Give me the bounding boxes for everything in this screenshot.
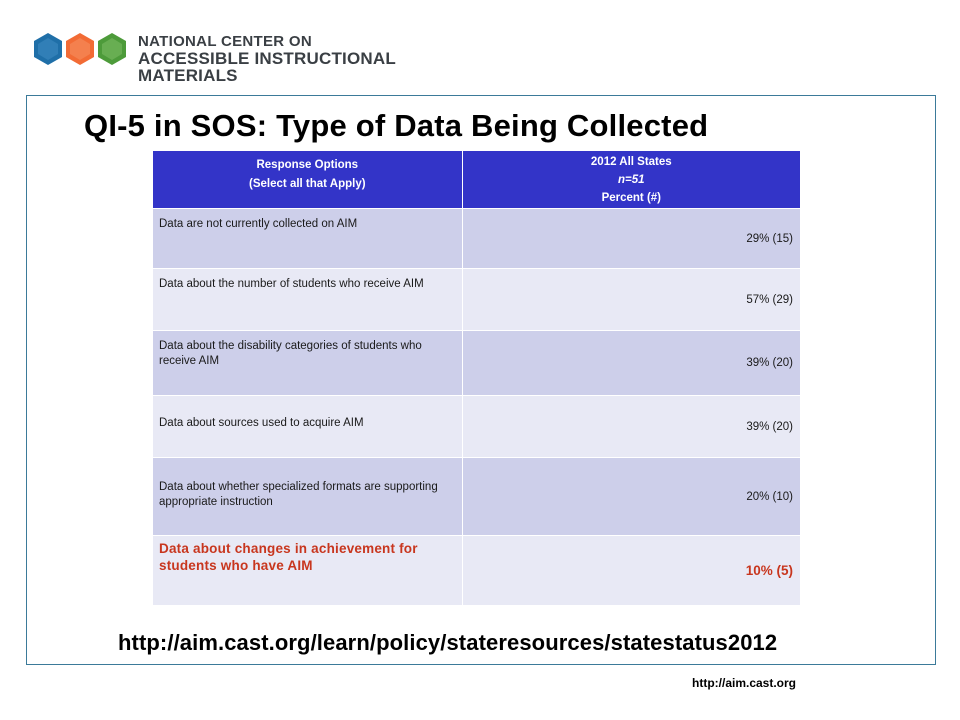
logo-text: NATIONAL CENTER ON ACCESSIBLE INSTRUCTIO…: [138, 33, 492, 84]
slide-title: QI-5 in SOS: Type of Data Being Collecte…: [84, 108, 709, 143]
table-row-highlighted: Data about changes in achievement for st…: [152, 535, 802, 606]
header-col1-line1: Response Options: [256, 159, 359, 171]
header-response-options: Response Options (Select all that Apply): [152, 150, 463, 209]
logo-line2: ACCESSIBLE INSTRUCTIONAL MATERIALS: [138, 49, 396, 85]
header-col1-line2: (Select all that Apply): [249, 178, 366, 190]
footer-site-url[interactable]: http://aim.cast.org: [692, 676, 797, 690]
row-value: 39% (20): [461, 330, 802, 396]
table-row: Data about sources used to acquire AIM 3…: [152, 395, 802, 458]
table-header-row: Response Options (Select all that Apply)…: [152, 150, 802, 209]
logo-hexagons-icon: [34, 33, 126, 65]
row-value: 57% (29): [461, 268, 802, 331]
table-row: Data about whether specialized formats a…: [152, 457, 802, 536]
row-value: 20% (10): [461, 457, 802, 536]
logo-line1: NATIONAL CENTER ON: [138, 33, 313, 50]
table-row: Data about the disability categories of …: [152, 330, 802, 396]
header-col2-line3: Percent (#): [601, 192, 661, 204]
row-value: 39% (20): [461, 395, 802, 458]
header-all-states: 2012 All States n=51 Percent (#): [461, 150, 802, 209]
header-col2-line1: 2012 All States: [590, 156, 672, 168]
row-label: Data about the disability categories of …: [152, 330, 463, 396]
aim-center-logo: NATIONAL CENTER ON ACCESSIBLE INSTRUCTIO…: [32, 30, 492, 84]
source-url[interactable]: http://aim.cast.org/learn/policy/statere…: [118, 630, 778, 655]
table-row: Data about the number of students who re…: [152, 268, 802, 331]
slide-frame: [26, 95, 936, 665]
row-value: 10% (5): [461, 535, 802, 606]
row-label: Data are not currently collected on AIM: [152, 208, 463, 269]
table-row: Data are not currently collected on AIM …: [152, 208, 802, 269]
row-label: Data about whether specialized formats a…: [152, 457, 463, 536]
data-table: Response Options (Select all that Apply)…: [152, 150, 802, 606]
row-label: Data about changes in achievement for st…: [152, 535, 463, 606]
row-label: Data about sources used to acquire AIM: [152, 395, 463, 458]
header-col2-line2: n=51: [618, 174, 645, 186]
row-label: Data about the number of students who re…: [152, 268, 463, 331]
row-value: 29% (15): [461, 208, 802, 269]
